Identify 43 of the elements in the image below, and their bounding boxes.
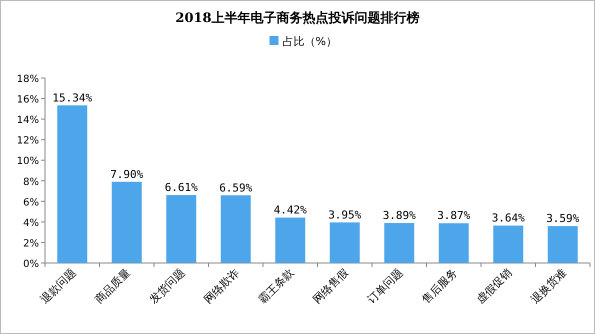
bar	[330, 222, 360, 263]
y-tick-label: 8%	[23, 176, 39, 188]
data-label: 3.89%	[382, 209, 416, 222]
data-label: 15.34%	[52, 91, 92, 104]
bar	[57, 105, 88, 263]
data-label: 6.61%	[164, 181, 198, 194]
x-tick-label: 订单问题	[365, 266, 406, 306]
data-label: 3.87%	[437, 209, 471, 222]
data-label: 4.42%	[274, 204, 308, 217]
chart-title: 2018上半年电子商务热点投诉问题排行榜	[175, 10, 420, 26]
y-tick-label: 18%	[16, 74, 39, 85]
legend: 占比（%）	[270, 35, 337, 48]
bar	[220, 195, 251, 263]
x-tick-label: 售后服务	[420, 266, 460, 306]
data-label: 3.95%	[328, 208, 362, 222]
x-tick-label: 网络欺诈	[202, 266, 242, 306]
legend-label: 占比（%）	[282, 35, 337, 48]
y-tick-label: 4%	[23, 218, 39, 229]
data-label: 3.59%	[546, 212, 580, 226]
y-tick-label: 0%	[23, 259, 39, 270]
y-tick-label: 2%	[23, 238, 39, 250]
y-tick-label: 10%	[16, 156, 39, 168]
x-tick-label: 退款问题	[38, 266, 78, 306]
bar	[112, 182, 142, 263]
x-tick-label: 发货问题	[147, 266, 188, 306]
bar	[384, 223, 414, 263]
x-tick-label: 网络售假	[310, 266, 351, 306]
bar	[438, 223, 469, 263]
y-tick-label: 6%	[23, 197, 39, 208]
bar	[166, 195, 196, 263]
bar	[548, 226, 578, 263]
x-tick-label: 虚假促销	[474, 266, 514, 306]
bar	[275, 218, 306, 263]
y-tick-label: 12%	[16, 136, 39, 147]
data-label: 7.90%	[110, 168, 144, 181]
y-tick-label: 14%	[16, 115, 39, 126]
data-label: 3.64%	[492, 212, 526, 225]
data-label: 6.59%	[219, 181, 253, 194]
y-tick-label: 16%	[16, 94, 39, 106]
x-tick-label: 商品质量	[92, 266, 133, 306]
x-tick-label: 霸王条款	[256, 266, 296, 306]
bar	[493, 226, 524, 263]
x-tick-label: 退换货难	[528, 266, 569, 306]
